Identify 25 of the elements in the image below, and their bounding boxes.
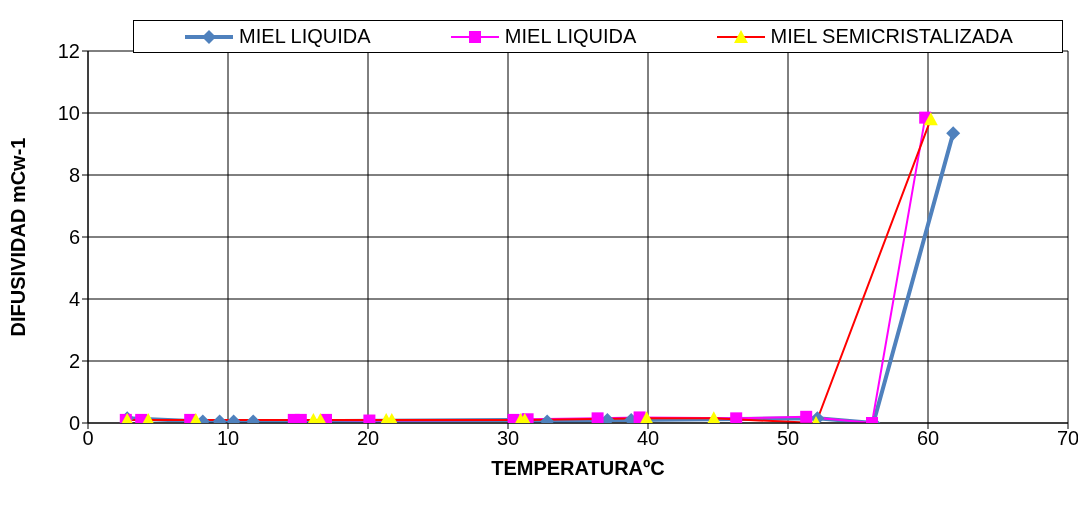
y-axis-title: DIFUSIVIDAD mCw-1: [7, 137, 30, 337]
x-tick-label: 70: [1056, 427, 1080, 450]
point: [946, 126, 961, 141]
y-tick-label: 0: [68, 412, 80, 435]
point: [591, 412, 604, 423]
point: [294, 413, 307, 423]
x-tick-label: 0: [82, 427, 94, 450]
x-tick-label: 40: [636, 427, 660, 450]
point: [800, 410, 813, 423]
point: [730, 412, 743, 423]
y-tick-label: 6: [68, 226, 80, 249]
y-tick-label: 2: [68, 350, 80, 373]
y-tick-label: 12: [57, 40, 80, 63]
x-axis-title: TEMPERATURAºC: [491, 457, 665, 479]
legend-label: MIEL LIQUIDA: [503, 25, 637, 48]
y-tick-label: 4: [68, 288, 80, 311]
x-tick-label: 30: [496, 427, 520, 450]
x-tick-label: 20: [356, 427, 380, 450]
y-tick-label: 10: [57, 102, 80, 125]
legend-label: MIEL LIQUIDA: [238, 25, 371, 48]
x-tick-label: 50: [776, 427, 800, 450]
legend-label: MIEL SEMICRISTALIZADA: [769, 25, 1013, 48]
x-tick-label: 10: [216, 427, 240, 450]
y-tick-label: 8: [68, 164, 80, 187]
x-tick-label: 60: [916, 427, 940, 450]
